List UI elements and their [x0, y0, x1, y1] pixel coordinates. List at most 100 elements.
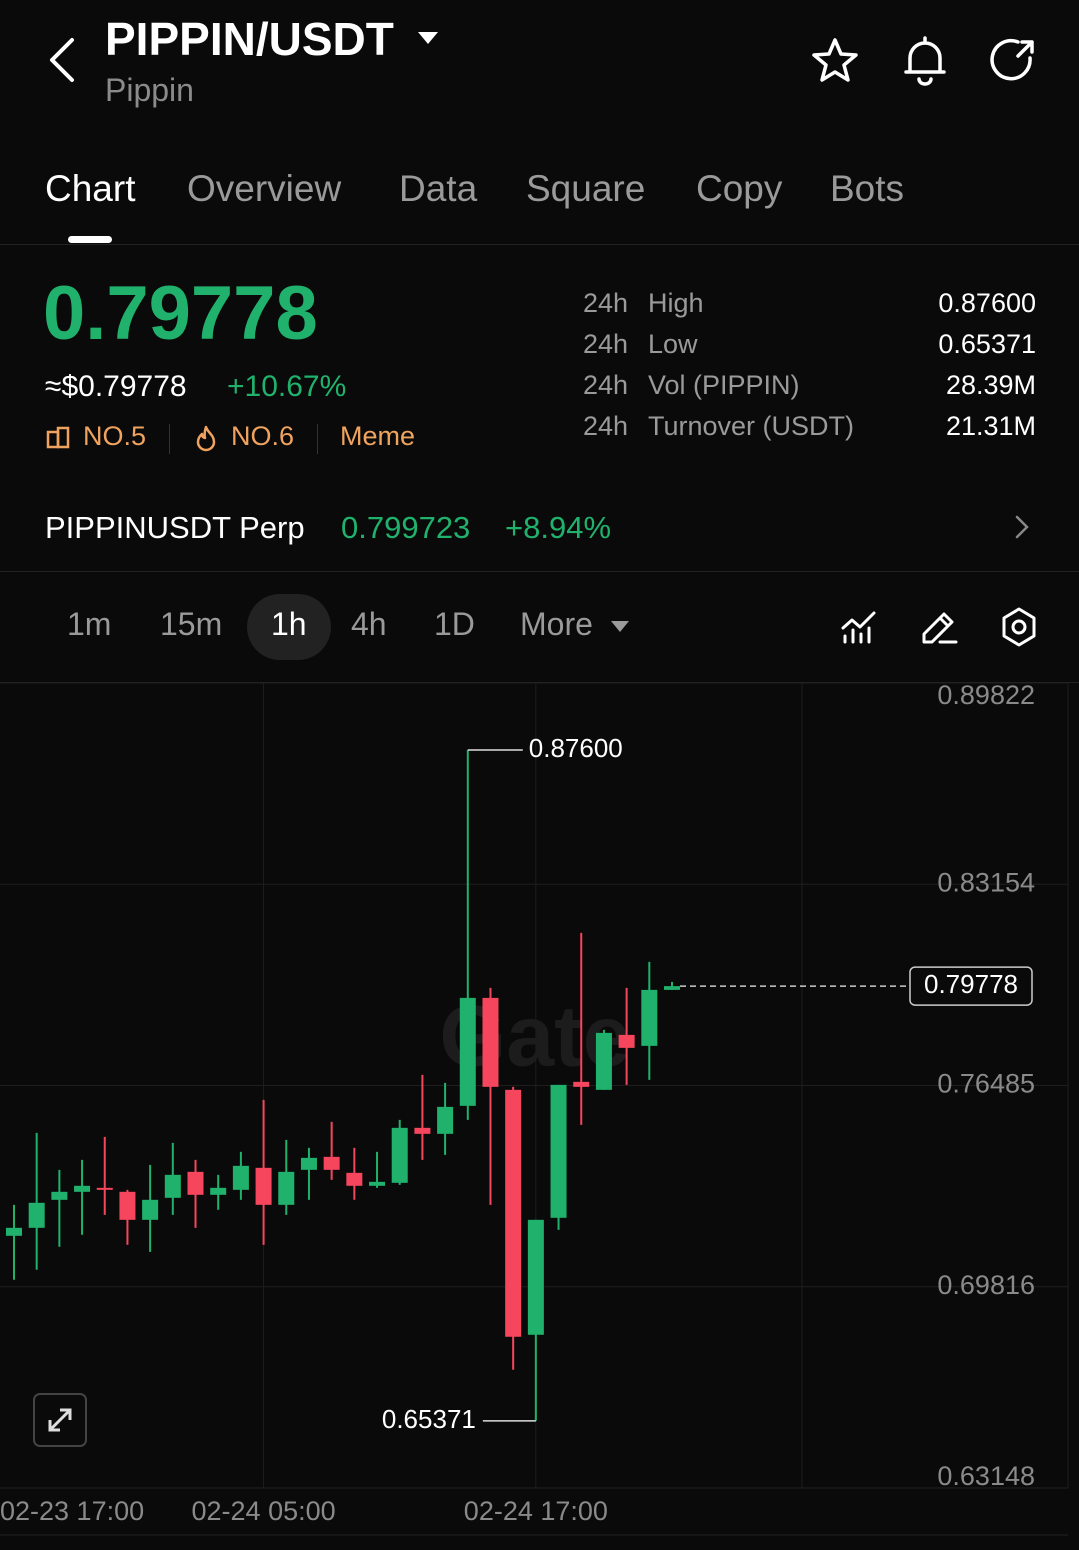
price-change: +10.67% — [227, 370, 347, 403]
stat-value: 28.39M — [945, 370, 1036, 400]
interval[interactable]: 15m — [160, 606, 223, 642]
candle-body — [96, 1187, 113, 1190]
tag-separator — [317, 424, 318, 454]
back-button[interactable] — [44, 36, 78, 84]
low-annotation: 0.65371 — [382, 1404, 476, 1434]
tab[interactable]: Chart — [45, 168, 136, 209]
tab[interactable]: Square — [526, 168, 646, 209]
perp-name: PIPPINUSDT Perp — [45, 510, 305, 545]
category-tag[interactable]: Meme — [340, 421, 416, 451]
perp-change: +8.94% — [505, 510, 612, 545]
candle-body — [437, 1106, 454, 1134]
more-dropdown[interactable] — [610, 620, 630, 634]
candle-body — [5, 1227, 22, 1236]
x-tick-label: 02-24 17:00 — [464, 1496, 608, 1526]
candle-body — [164, 1174, 181, 1198]
stat-label: Low — [648, 329, 698, 359]
stat-label: Vol (PIPPIN) — [648, 370, 800, 400]
tab[interactable]: Bots — [830, 168, 905, 209]
pair-title[interactable]: PIPPIN/USDT — [105, 12, 394, 66]
candle-body — [142, 1199, 159, 1220]
y-tick-label: 0.69816 — [937, 1270, 1035, 1300]
tab[interactable]: Copy — [696, 168, 783, 209]
perp-price: 0.799723 — [341, 510, 471, 545]
last-price-box — [909, 966, 1033, 1006]
interval[interactable]: 4h — [351, 606, 387, 642]
candle-body — [550, 1084, 567, 1218]
candle-body — [618, 1034, 635, 1048]
candle-body — [595, 1032, 612, 1090]
candle-body — [51, 1191, 68, 1200]
candle-body — [369, 1181, 386, 1186]
pair-subtitle: Pippin — [105, 72, 194, 108]
alert-button[interactable] — [900, 34, 950, 86]
stat-value: 0.65371 — [938, 329, 1036, 359]
last-price: 0.79778 — [43, 271, 318, 356]
candle-body — [119, 1191, 136, 1220]
y-tick-label: 0.76485 — [937, 1069, 1035, 1099]
stat-period: 24h — [583, 288, 629, 318]
y-tick-label: 0.89822 — [937, 683, 1035, 710]
candle-body — [505, 1089, 522, 1337]
rank-icon — [46, 426, 70, 449]
active-tab-indicator — [68, 236, 112, 243]
candle-body — [573, 1081, 590, 1087]
x-tick-label: 02-24 05:00 — [192, 1496, 336, 1526]
stat-period: 24h — [583, 411, 629, 441]
interval[interactable]: 1m — [67, 606, 112, 642]
interval[interactable]: 1h — [271, 606, 307, 642]
candle-body — [74, 1185, 91, 1192]
candle-body — [482, 997, 499, 1087]
favorite-button[interactable] — [810, 36, 860, 86]
stat-value: 21.31M — [945, 411, 1036, 441]
chart: Gate 0.631480.698160.764850.831540.89822… — [0, 683, 1069, 1536]
active-interval-pill — [247, 594, 331, 660]
refresh-button[interactable] — [988, 36, 1038, 86]
hot-tag[interactable]: NO.6 — [231, 421, 295, 451]
candle-body — [210, 1187, 227, 1195]
interval[interactable]: More — [520, 606, 593, 642]
x-tick-label: 02-23 17:00 — [0, 1496, 144, 1526]
settings-button[interactable] — [998, 606, 1040, 648]
candle-body — [28, 1202, 45, 1228]
candle-body — [346, 1172, 363, 1186]
candle-body — [323, 1156, 340, 1170]
candle-body — [300, 1157, 317, 1170]
high-annotation: 0.87600 — [529, 733, 623, 763]
candle-body — [232, 1165, 249, 1190]
stat-value: 0.87600 — [938, 288, 1036, 318]
last-price-label: 0.79778 — [924, 969, 1018, 999]
hot-icon — [196, 425, 216, 452]
candle-body — [255, 1167, 272, 1205]
chevron — [1015, 515, 1029, 539]
tab[interactable]: Data — [399, 168, 478, 209]
candle-body — [278, 1171, 295, 1205]
interval[interactable]: 1D — [434, 606, 475, 642]
pair-title-text: PIPPIN/USDT — [105, 13, 394, 65]
stat-period: 24h — [583, 329, 629, 359]
y-tick-label: 0.83154 — [937, 867, 1035, 897]
candle-body — [187, 1171, 204, 1195]
expand-icon — [48, 1408, 72, 1432]
usd-price: ≈$0.79778 — [45, 370, 187, 403]
expand-button[interactable] — [33, 1393, 87, 1447]
candle-body — [664, 986, 680, 990]
tag-separator — [169, 424, 170, 454]
candle-body — [527, 1219, 544, 1335]
stat-label: Turnover (USDT) — [648, 411, 855, 441]
tab[interactable]: Overview — [187, 168, 342, 209]
candle-body — [459, 997, 476, 1106]
draw-button[interactable] — [918, 606, 960, 648]
candle-body — [391, 1127, 408, 1183]
candle-body — [414, 1127, 431, 1134]
candle-body — [641, 989, 658, 1046]
indicator-button[interactable] — [840, 608, 878, 646]
divider — [0, 244, 1079, 245]
stat-label: High — [648, 288, 704, 318]
rank-tag[interactable]: NO.5 — [83, 421, 147, 451]
stat-period: 24h — [583, 370, 629, 400]
pair-dropdown[interactable] — [416, 30, 440, 46]
y-tick-label: 0.63148 — [937, 1461, 1035, 1491]
divider — [0, 571, 1079, 572]
